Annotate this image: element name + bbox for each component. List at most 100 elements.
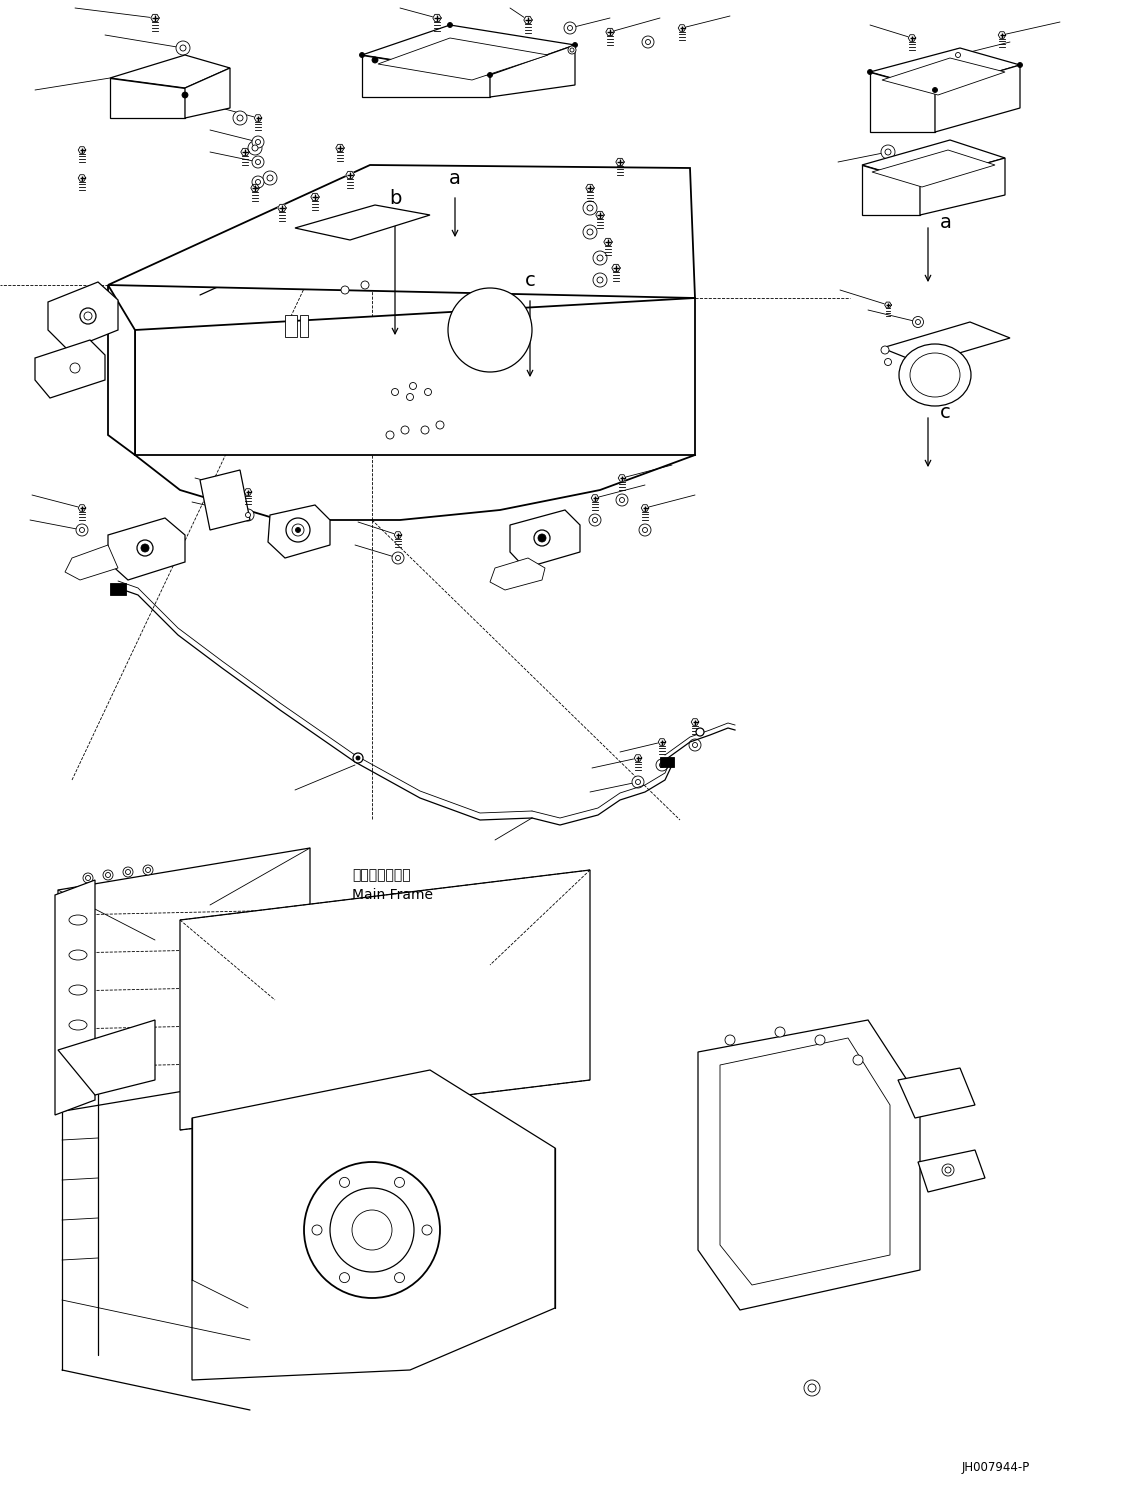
Circle shape	[447, 22, 453, 27]
Circle shape	[395, 1177, 405, 1187]
Circle shape	[596, 277, 603, 283]
Circle shape	[639, 524, 651, 536]
Polygon shape	[244, 488, 252, 496]
Circle shape	[660, 762, 664, 768]
Polygon shape	[882, 321, 1011, 365]
Polygon shape	[192, 1070, 555, 1379]
Circle shape	[396, 555, 400, 561]
Circle shape	[593, 272, 607, 287]
Polygon shape	[78, 504, 86, 512]
Circle shape	[387, 432, 395, 439]
Circle shape	[256, 180, 260, 185]
Polygon shape	[135, 298, 695, 455]
Circle shape	[656, 759, 668, 771]
Circle shape	[583, 225, 596, 240]
Polygon shape	[863, 165, 920, 214]
Circle shape	[233, 112, 247, 125]
Circle shape	[409, 382, 416, 390]
Polygon shape	[379, 39, 548, 80]
Polygon shape	[595, 211, 604, 219]
Polygon shape	[362, 25, 575, 74]
Polygon shape	[692, 719, 699, 725]
Circle shape	[252, 156, 264, 168]
Polygon shape	[998, 31, 1006, 39]
Polygon shape	[641, 504, 649, 512]
Circle shape	[587, 229, 593, 235]
Circle shape	[885, 149, 891, 155]
Circle shape	[340, 1177, 350, 1187]
Bar	[301, 315, 309, 336]
Circle shape	[881, 347, 889, 354]
Polygon shape	[882, 58, 1005, 95]
Circle shape	[933, 88, 937, 92]
Polygon shape	[490, 558, 545, 591]
Circle shape	[816, 1036, 825, 1045]
Text: JH007944-P: JH007944-P	[962, 1461, 1030, 1475]
Circle shape	[392, 552, 404, 564]
Circle shape	[296, 528, 301, 533]
Text: c: c	[941, 402, 951, 421]
Circle shape	[263, 171, 276, 185]
Circle shape	[292, 524, 304, 536]
Circle shape	[330, 1187, 414, 1272]
Circle shape	[424, 388, 431, 396]
Polygon shape	[278, 204, 287, 211]
Polygon shape	[611, 265, 621, 272]
Circle shape	[340, 1272, 350, 1283]
Circle shape	[881, 144, 895, 159]
Polygon shape	[241, 149, 249, 156]
Bar	[284, 315, 297, 336]
Circle shape	[252, 135, 264, 147]
Circle shape	[252, 144, 258, 150]
Polygon shape	[616, 158, 624, 165]
Polygon shape	[591, 494, 599, 501]
Circle shape	[341, 286, 349, 295]
Circle shape	[853, 1055, 863, 1065]
Circle shape	[867, 70, 873, 74]
Circle shape	[593, 518, 598, 522]
Circle shape	[245, 512, 250, 518]
Polygon shape	[871, 48, 1020, 89]
Polygon shape	[345, 171, 354, 179]
Circle shape	[422, 1225, 432, 1235]
Circle shape	[180, 45, 186, 51]
Circle shape	[146, 868, 150, 872]
Polygon shape	[603, 238, 612, 246]
Circle shape	[955, 52, 960, 58]
Ellipse shape	[899, 344, 972, 406]
Circle shape	[79, 528, 85, 533]
Polygon shape	[48, 283, 118, 350]
Polygon shape	[432, 15, 442, 22]
Circle shape	[884, 359, 891, 366]
Circle shape	[593, 251, 607, 265]
Circle shape	[535, 530, 551, 546]
Circle shape	[356, 756, 360, 760]
Polygon shape	[634, 754, 642, 762]
Polygon shape	[678, 25, 686, 31]
Circle shape	[123, 868, 133, 876]
Circle shape	[583, 201, 596, 214]
Polygon shape	[251, 185, 259, 192]
Polygon shape	[871, 71, 935, 132]
Polygon shape	[78, 147, 86, 153]
Circle shape	[635, 780, 640, 784]
Circle shape	[952, 49, 963, 61]
Circle shape	[267, 176, 273, 182]
Polygon shape	[884, 302, 891, 308]
Circle shape	[83, 873, 93, 882]
Circle shape	[725, 1036, 735, 1045]
Ellipse shape	[69, 915, 87, 926]
Polygon shape	[395, 531, 401, 539]
Polygon shape	[58, 848, 310, 1112]
Text: a: a	[450, 168, 461, 187]
Circle shape	[568, 46, 576, 54]
Circle shape	[106, 872, 110, 878]
Circle shape	[775, 1027, 785, 1037]
Circle shape	[487, 73, 492, 77]
Polygon shape	[200, 470, 250, 530]
Circle shape	[304, 1162, 440, 1298]
Polygon shape	[935, 65, 1020, 132]
Circle shape	[804, 1379, 820, 1396]
Circle shape	[642, 528, 648, 533]
Text: c: c	[524, 271, 536, 290]
